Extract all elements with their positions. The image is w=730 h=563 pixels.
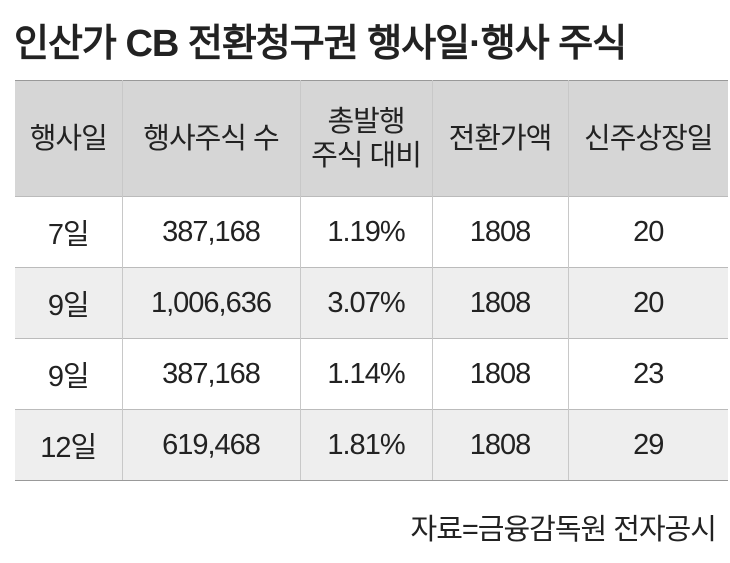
table-cell: 9일 [15, 267, 123, 339]
column-header: 전환가액 [431, 80, 569, 197]
table-cell: 1,006,636 [121, 267, 301, 339]
data-table: 행사일 행사주식 수 총발행 주식 대비 전환가액 신주상장일 7일 387,168 1.1… [15, 80, 728, 481]
table-cell: 7일 [15, 196, 123, 268]
table-cell: 1808 [431, 196, 569, 268]
title: 인산가 CB 전환청구권 행사일·행사 주식 [14, 23, 627, 65]
table-cell: 20 [567, 267, 728, 339]
column-header: 행사주식 수 [121, 80, 301, 197]
table-cell: 29 [567, 409, 728, 481]
table-row: 12일 619,468 1.81% 1808 29 [15, 409, 728, 481]
table-row: 7일 387,168 1.19% 1808 20 [15, 196, 728, 268]
column-header: 행사일 [15, 80, 123, 197]
table-cell: 387,168 [121, 338, 301, 410]
table-cell: 1.19% [299, 196, 433, 268]
source-note: 자료=금융감독원 전자공시 [410, 514, 717, 546]
table-cell: 387,168 [121, 196, 301, 268]
table-cell: 9일 [15, 338, 123, 410]
table-cell: 20 [567, 196, 728, 268]
table-cell: 3.07% [299, 267, 433, 339]
table-cell: 1808 [431, 409, 569, 481]
table-cell: 1.14% [299, 338, 433, 410]
table-body: 7일 387,168 1.19% 1808 20 9일 1,006,636 3.07% 1808… [15, 196, 728, 481]
column-header: 신주상장일 [567, 80, 728, 197]
table-cell: 1.81% [299, 409, 433, 481]
column-header: 총발행 주식 대비 [299, 80, 433, 197]
table-cell: 1808 [431, 267, 569, 339]
table-cell: 23 [567, 338, 728, 410]
table-cell: 1808 [431, 338, 569, 410]
table-cell: 12일 [15, 409, 123, 481]
table-row: 9일 387,168 1.14% 1808 23 [15, 338, 728, 410]
header-row: 행사일 행사주식 수 총발행 주식 대비 전환가액 신주상장일 [15, 80, 728, 197]
table-cell: 619,468 [121, 409, 301, 481]
table-row: 9일 1,006,636 3.07% 1808 20 [15, 267, 728, 339]
